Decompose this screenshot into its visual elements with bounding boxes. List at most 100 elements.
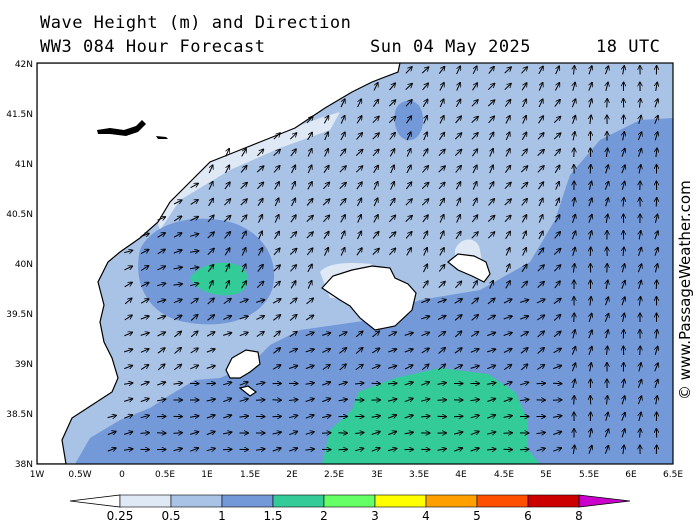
wave-direction-arrow	[504, 199, 512, 206]
wave-direction-arrow	[272, 448, 281, 451]
wave-direction-arrow	[589, 82, 592, 91]
wave-direction-arrow	[504, 165, 510, 173]
wave-direction-arrow	[388, 332, 397, 337]
wave-direction-arrow	[307, 132, 313, 141]
wave-direction-arrow	[537, 133, 544, 140]
wave-direction-arrow	[606, 165, 609, 174]
wave-direction-arrow	[308, 280, 312, 289]
wave-direction-arrow	[140, 249, 149, 255]
wave-direction-arrow	[573, 264, 574, 273]
wave-direction-arrow	[422, 149, 428, 157]
wave-direction-arrow	[606, 198, 609, 207]
wave-direction-arrow	[322, 349, 330, 353]
wave-direction-arrow	[241, 149, 247, 157]
wave-direction-arrow	[521, 149, 528, 157]
wave-direction-arrow	[553, 298, 561, 305]
wave-direction-arrow	[554, 83, 559, 91]
wave-direction-arrow	[173, 448, 183, 450]
wave-direction-arrow	[372, 248, 379, 255]
wave-direction-arrow	[622, 181, 624, 190]
wave-direction-arrow	[656, 280, 657, 290]
wave-direction-arrow	[371, 432, 381, 435]
wave-direction-arrow	[573, 198, 575, 207]
plot-frame	[36, 62, 674, 465]
wave-direction-arrow	[340, 215, 346, 223]
wave-direction-arrow	[420, 416, 430, 417]
wave-direction-arrow	[522, 247, 527, 256]
wave-direction-arrow	[471, 232, 478, 239]
wave-direction-arrow	[356, 182, 362, 190]
wave-direction-arrow	[553, 116, 560, 124]
wave-direction-arrow	[256, 166, 264, 173]
wave-direction-arrow	[273, 265, 281, 272]
wave-direction-arrow	[421, 299, 429, 302]
lon-label: 2.5E	[324, 470, 344, 480]
wave-direction-arrow	[537, 331, 545, 338]
wave-direction-arrow	[305, 399, 315, 402]
wave-direction-arrow	[323, 215, 329, 223]
wave-direction-arrow	[422, 83, 429, 91]
wave-direction-arrow	[290, 149, 296, 157]
wave-direction-arrow	[472, 66, 477, 75]
wave-direction-arrow	[639, 280, 642, 289]
lon-label: 6E	[625, 470, 637, 480]
wave-direction-arrow	[124, 250, 133, 252]
wave-direction-arrow	[173, 284, 183, 285]
wave-direction-arrow	[223, 382, 232, 385]
wave-direction-arrow	[537, 348, 545, 354]
wave-direction-arrow	[505, 231, 511, 240]
wave-direction-arrow	[190, 251, 199, 252]
wave-direction-arrow	[157, 364, 165, 371]
wave-direction-arrow	[240, 215, 247, 223]
wave-direction-arrow	[157, 266, 165, 271]
wave-direction-arrow	[421, 182, 429, 189]
wave-direction-arrow	[487, 365, 495, 368]
wave-direction-arrow	[538, 198, 543, 207]
wave-direction-arrow	[536, 432, 546, 433]
wave-direction-arrow	[305, 415, 314, 418]
wave-direction-arrow	[504, 182, 511, 190]
lon-label: 1.5E	[240, 470, 260, 480]
wave-direction-arrow	[190, 448, 198, 451]
wave-direction-arrow	[503, 399, 512, 402]
islets-north	[97, 120, 146, 136]
wave-direction-arrow	[156, 399, 166, 401]
wave-direction-arrow	[173, 383, 183, 384]
wave-direction-arrow	[305, 365, 314, 368]
lon-label: 4E	[455, 470, 467, 480]
wave-direction-arrow	[274, 231, 280, 240]
wave-direction-arrow	[453, 432, 463, 434]
wave-direction-arrow	[388, 100, 395, 107]
wave-direction-arrow	[656, 82, 658, 91]
wave-direction-arrow	[124, 298, 132, 305]
wave-direction-arrow	[605, 429, 608, 438]
wave-direction-arrow	[258, 214, 263, 223]
wave-direction-arrow	[506, 132, 510, 141]
wave-direction-arrow	[554, 215, 560, 223]
wave-direction-arrow	[173, 233, 182, 238]
wave-direction-arrow	[536, 299, 545, 304]
wave-direction-arrow	[638, 264, 641, 273]
wave-direction-arrow	[655, 363, 658, 372]
wave-direction-arrow	[190, 183, 199, 189]
wave-direction-arrow	[404, 415, 414, 418]
wave-direction-arrow	[157, 332, 166, 337]
wave-direction-arrow	[371, 348, 380, 354]
wave-direction-arrow	[206, 349, 215, 352]
wave-direction-arrow	[472, 281, 478, 289]
wave-direction-arrow	[306, 116, 313, 124]
wave-direction-arrow	[289, 315, 297, 321]
wave-direction-arrow	[306, 248, 313, 256]
legend-label: 0.25	[107, 509, 134, 523]
forecast-date: Sun 04 May 2025	[370, 37, 532, 57]
wave-direction-arrow	[173, 433, 183, 434]
wave-direction-arrow	[306, 215, 313, 222]
wave-direction-arrow	[605, 181, 608, 190]
wave-direction-arrow	[323, 182, 329, 190]
wave-direction-arrow	[222, 432, 232, 434]
wave-direction-arrow	[224, 248, 230, 256]
wave-direction-arrow	[173, 267, 183, 269]
legend-swatch	[170, 494, 223, 508]
wave-direction-arrow	[639, 297, 640, 306]
wave-direction-arrow	[623, 198, 624, 207]
